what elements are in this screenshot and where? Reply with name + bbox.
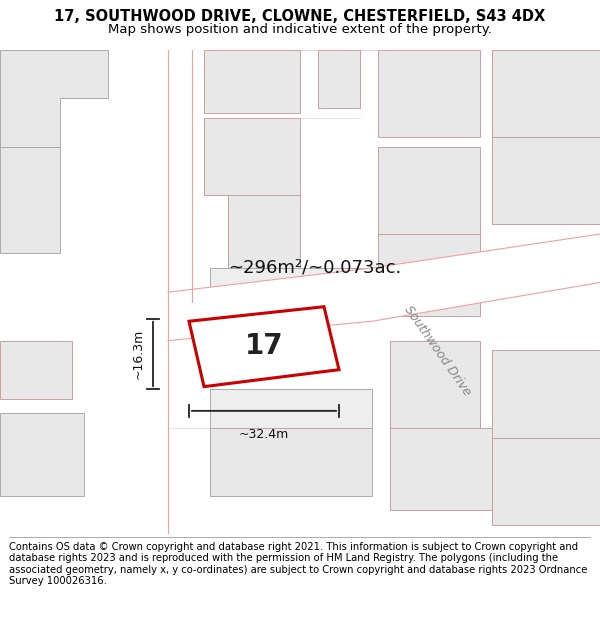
Text: 17: 17 bbox=[245, 332, 283, 360]
Polygon shape bbox=[204, 50, 300, 113]
Text: ~16.3m: ~16.3m bbox=[131, 329, 145, 379]
Polygon shape bbox=[492, 137, 600, 224]
Polygon shape bbox=[378, 234, 480, 316]
Polygon shape bbox=[0, 50, 108, 147]
Polygon shape bbox=[228, 195, 300, 268]
Polygon shape bbox=[0, 341, 72, 399]
Polygon shape bbox=[378, 147, 480, 234]
Polygon shape bbox=[378, 50, 480, 137]
Polygon shape bbox=[0, 413, 84, 496]
Polygon shape bbox=[210, 268, 372, 307]
Text: Map shows position and indicative extent of the property.: Map shows position and indicative extent… bbox=[108, 23, 492, 36]
Text: Contains OS data © Crown copyright and database right 2021. This information is : Contains OS data © Crown copyright and d… bbox=[9, 542, 587, 586]
Polygon shape bbox=[492, 50, 600, 137]
Text: Southwood Drive: Southwood Drive bbox=[402, 302, 474, 398]
Polygon shape bbox=[204, 118, 300, 195]
Text: 17, SOUTHWOOD DRIVE, CLOWNE, CHESTERFIELD, S43 4DX: 17, SOUTHWOOD DRIVE, CLOWNE, CHESTERFIEL… bbox=[55, 9, 545, 24]
Polygon shape bbox=[492, 438, 600, 524]
Text: ~296m²/~0.073ac.: ~296m²/~0.073ac. bbox=[228, 259, 401, 277]
Polygon shape bbox=[492, 350, 600, 438]
Polygon shape bbox=[390, 428, 492, 510]
Polygon shape bbox=[168, 234, 600, 341]
Polygon shape bbox=[318, 50, 360, 108]
Text: ~32.4m: ~32.4m bbox=[239, 428, 289, 441]
Polygon shape bbox=[0, 147, 60, 253]
Polygon shape bbox=[210, 428, 372, 496]
Polygon shape bbox=[390, 341, 480, 428]
Polygon shape bbox=[189, 307, 339, 387]
Polygon shape bbox=[210, 389, 372, 428]
